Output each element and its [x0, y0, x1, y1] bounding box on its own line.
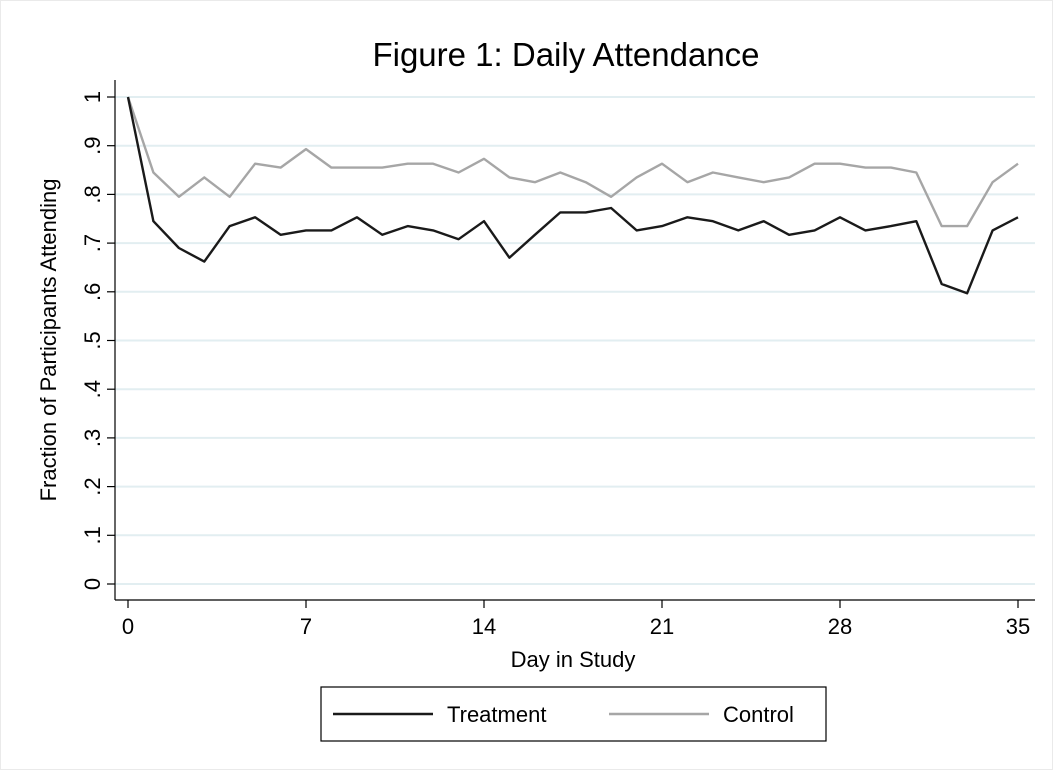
y-tick-label: .3 [80, 429, 105, 447]
y-tick-label: .4 [80, 380, 105, 398]
x-tick-label: 28 [828, 614, 852, 639]
y-tick-label: .8 [80, 185, 105, 203]
x-tick-label: 0 [122, 614, 134, 639]
x-tick-label: 7 [300, 614, 312, 639]
y-tick-label: .6 [80, 283, 105, 301]
series-line-treatment [126, 96, 1019, 295]
chart-title: Figure 1: Daily Attendance [372, 36, 759, 73]
y-tick-label: .9 [80, 137, 105, 155]
x-axis-label: Day in Study [511, 647, 636, 672]
y-tick-label: .5 [80, 331, 105, 349]
x-tick-label: 35 [1006, 614, 1030, 639]
grid [115, 80, 1035, 600]
legend: Treatment Control [320, 686, 827, 742]
x-tick-label: 14 [472, 614, 496, 639]
y-tick-label: .2 [80, 477, 105, 495]
y-tick-label: .7 [80, 234, 105, 252]
legend-control-label: Control [723, 702, 794, 727]
x-tick-label: 21 [650, 614, 674, 639]
y-axis-label: Fraction of Participants Attending [36, 179, 61, 502]
tick-labels: 0 .1 .2 .3 .4 .5 .6 .7 .8 .9 1 0 7 14 21 28 35 [80, 91, 1030, 639]
y-tick-label: .1 [80, 526, 105, 544]
series-lines [126, 96, 1019, 295]
series-line-control [126, 96, 1019, 228]
y-tick-label: 1 [80, 91, 105, 103]
legend-treatment-label: Treatment [447, 702, 546, 727]
y-tick-label: 0 [80, 578, 105, 590]
